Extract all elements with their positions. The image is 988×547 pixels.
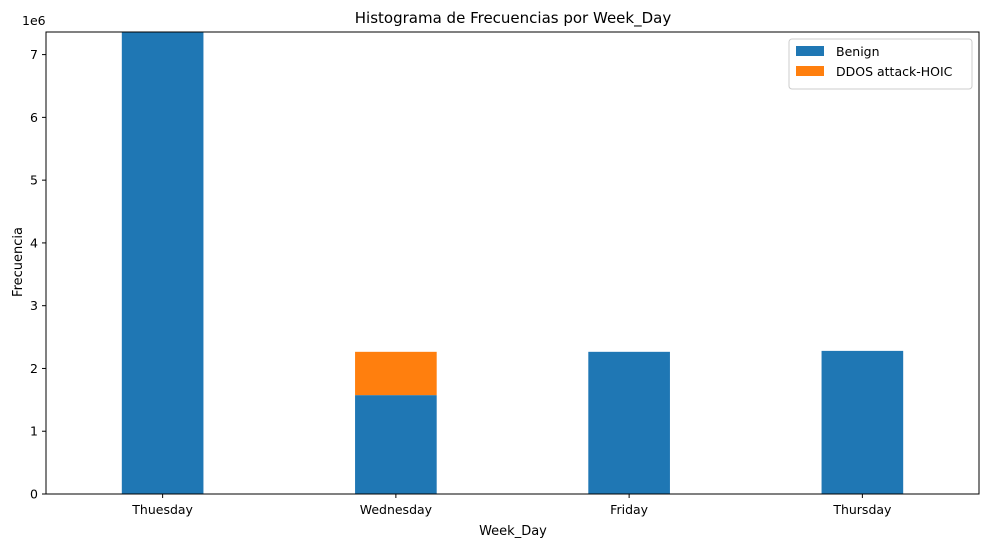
x-axis-ticks: Thuesday Wednesday Friday Thursday (131, 494, 892, 517)
y-tick-label: 3 (30, 298, 38, 313)
legend-swatch (796, 46, 824, 56)
x-tick-label: Friday (610, 502, 648, 517)
x-tick-label: Thuesday (131, 502, 193, 517)
chart-title: Histograma de Frecuencias por Week_Day (355, 9, 672, 28)
y-tick-label: 5 (30, 173, 38, 188)
x-axis-label: Week_Day (479, 524, 547, 539)
y-tick-label: 2 (30, 361, 38, 376)
bars-group (121, 32, 904, 494)
y-tick-label: 1 (30, 424, 38, 439)
bar-friday-series-0 (588, 351, 670, 494)
bar-thursday-series-0 (821, 350, 904, 494)
x-tick-label: Wednesday (360, 502, 433, 517)
x-tick-label: Thursday (832, 502, 892, 517)
y-axis-label: Frecuencia (11, 227, 26, 297)
legend: Benign DDOS attack-HOIC (788, 38, 973, 90)
plot-frame (45, 31, 980, 495)
legend-label: DDOS attack-HOIC (836, 64, 953, 79)
y-axis-ticks: 0 1 2 3 4 5 6 7 (30, 47, 46, 502)
y-tick-label: 7 (30, 47, 38, 62)
y-offset-label: 1e6 (22, 13, 46, 28)
bar-thuesday-series-0 (121, 32, 204, 494)
legend-swatch (796, 66, 824, 76)
bar-wednesday-series-1 (355, 351, 437, 396)
y-tick-label: 0 (30, 487, 38, 502)
legend-label: Benign (836, 44, 880, 59)
legend-box (788, 38, 973, 90)
y-tick-label: 6 (30, 110, 38, 125)
bar-wednesday-series-0 (355, 395, 437, 494)
y-tick-label: 4 (30, 235, 38, 250)
